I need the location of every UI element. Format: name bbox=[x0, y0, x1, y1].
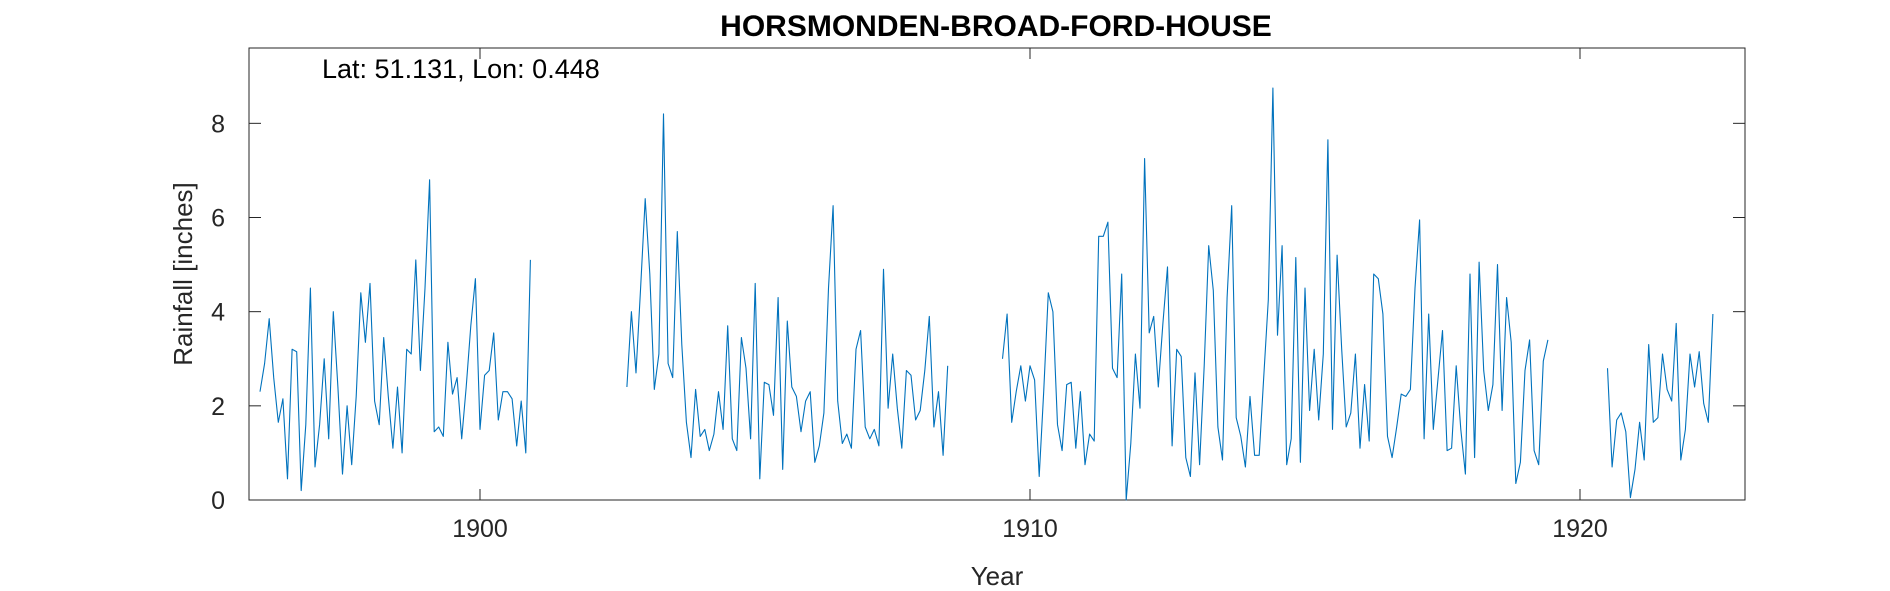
x-tick-label: 1910 bbox=[1002, 515, 1058, 543]
location-annotation: Lat: 51.131, Lon: 0.448 bbox=[322, 54, 600, 84]
x-axis-label: Year bbox=[971, 561, 1024, 591]
plot-area: 1900 1910 1920 0 2 4 6 8 bbox=[211, 47, 1746, 543]
chart-title: HORSMONDEN-BROAD-FORD-HOUSE bbox=[720, 10, 1272, 43]
y-axis-label: Rainfall [inches] bbox=[168, 182, 198, 366]
rainfall-series-segment bbox=[1001, 87, 1549, 501]
y-tick-label: 4 bbox=[211, 299, 225, 327]
rainfall-series-segment bbox=[626, 113, 949, 480]
y-tick-label: 8 bbox=[211, 110, 225, 138]
x-tick-label: 1900 bbox=[452, 515, 508, 543]
y-tick-label: 0 bbox=[211, 487, 225, 515]
y-axis-ticks: 0 2 4 6 8 bbox=[211, 110, 1745, 515]
rainfall-series-segment bbox=[1606, 313, 1714, 499]
x-tick-label: 1920 bbox=[1552, 515, 1608, 543]
y-tick-label: 6 bbox=[211, 205, 225, 233]
x-axis-ticks: 1900 1910 1920 bbox=[452, 48, 1608, 543]
y-tick-label: 2 bbox=[211, 393, 225, 421]
axes-box bbox=[248, 47, 1746, 501]
rainfall-series-segment bbox=[259, 179, 531, 492]
series-lines bbox=[259, 87, 1714, 501]
